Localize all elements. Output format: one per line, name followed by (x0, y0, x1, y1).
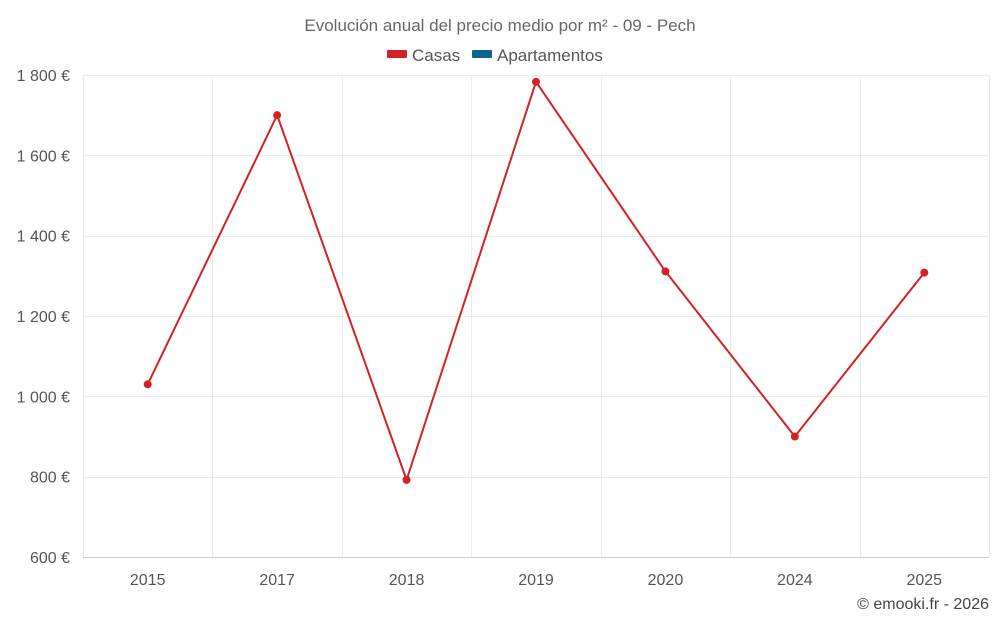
y-gridlines (83, 75, 989, 478)
data-point-casas[interactable] (273, 111, 282, 120)
data-point-casas[interactable] (402, 475, 411, 484)
y-tick-label: 1 400 € (17, 229, 70, 246)
y-tick-label: 1 200 € (17, 309, 70, 326)
data-point-casas[interactable] (920, 268, 929, 277)
y-axis-tick-labels: 1 800 € 1 600 € 1 400 € 1 200 € 1 000 € 800 €… (17, 68, 70, 567)
series-layer (143, 77, 929, 484)
x-gridlines (83, 75, 990, 557)
x-axis-tick-labels: 2015 2017 2018 2019 2020 2024 2025 (130, 572, 942, 589)
x-tick-label: 2025 (906, 572, 942, 589)
legend-swatch-apartamentos (472, 50, 492, 58)
data-point-casas[interactable] (532, 77, 540, 86)
data-point-casas[interactable] (143, 380, 152, 389)
y-tick-label: 1 000 € (17, 389, 70, 406)
x-tick-label: 2018 (389, 572, 425, 589)
x-tick-label: 2015 (130, 572, 166, 589)
y-tick-label: 800 € (30, 470, 70, 487)
data-point-casas[interactable] (790, 432, 799, 441)
x-tick-label: 2024 (777, 572, 813, 589)
credit-text: © emooki.fr - 2026 (857, 596, 989, 613)
legend-label-apartamentos: Apartamentos (497, 46, 603, 65)
x-tick-label: 2019 (518, 572, 554, 589)
chart-title: Evolución anual del precio medio por m² … (304, 16, 695, 35)
y-tick-label: 1 800 € (17, 68, 70, 85)
series-line-casas (146, 80, 926, 481)
legend-item-casas[interactable]: Casas (387, 46, 460, 65)
legend-label-casas: Casas (412, 46, 460, 65)
legend-swatch-casas (387, 50, 407, 58)
x-tick-label: 2017 (259, 572, 295, 589)
y-tick-label: 600 € (30, 550, 70, 567)
y-tick-label: 1 600 € (17, 148, 70, 165)
x-tick-label: 2020 (648, 572, 684, 589)
legend: Casas Apartamentos (387, 46, 603, 65)
legend-item-apartamentos[interactable]: Apartamentos (472, 46, 603, 65)
data-point-casas[interactable] (661, 267, 670, 276)
